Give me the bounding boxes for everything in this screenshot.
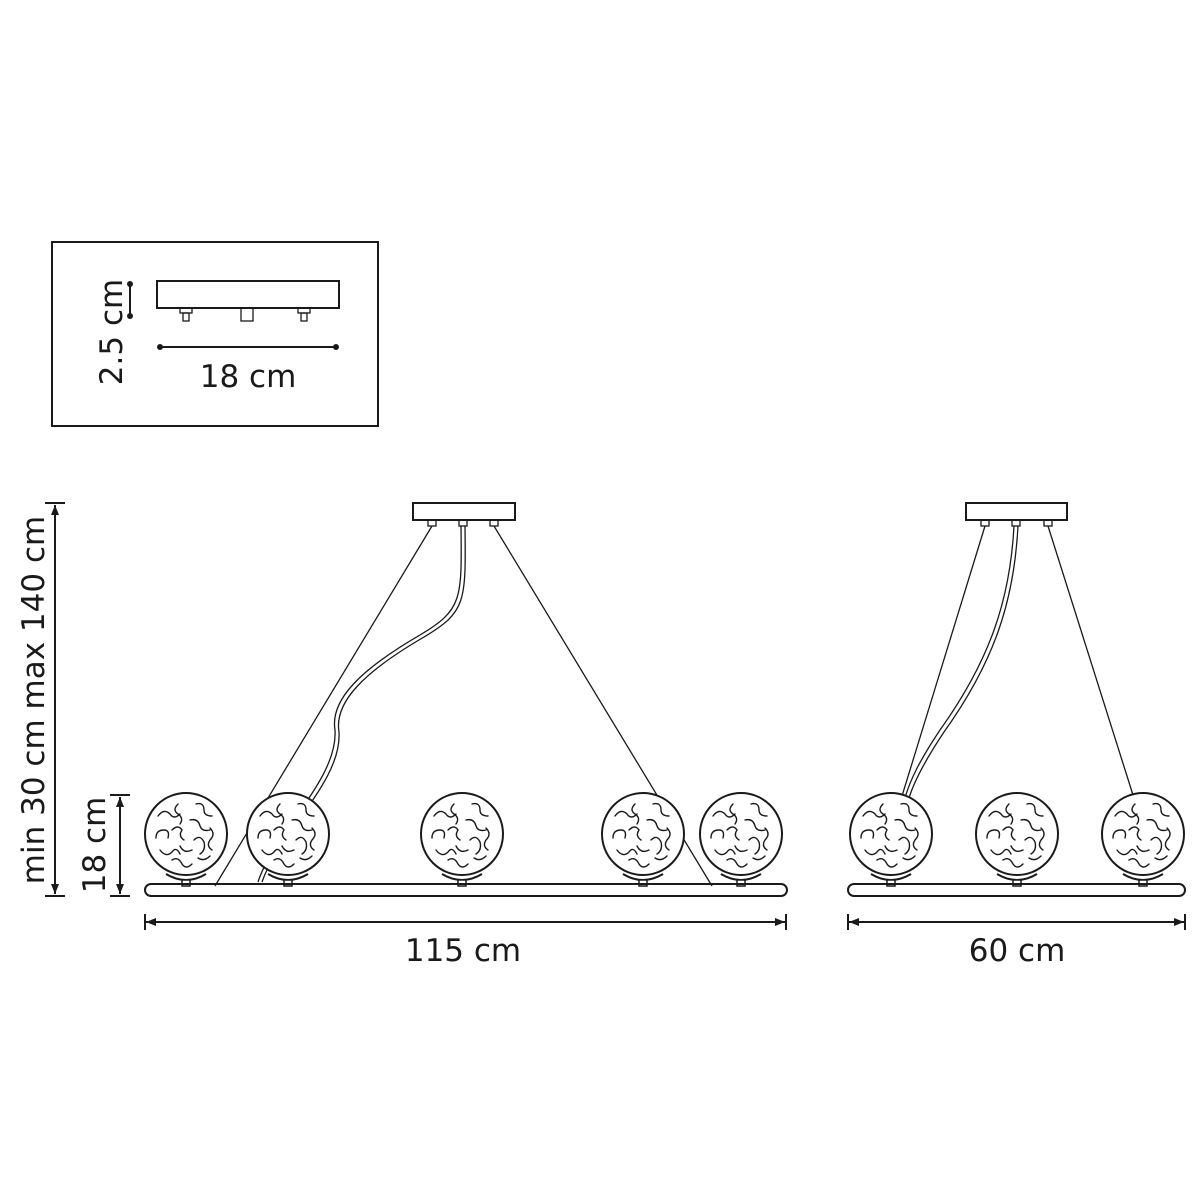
side-wire-right bbox=[1047, 525, 1134, 796]
front-view: 115 cm min 30 cm max 140 cm 18 cm bbox=[16, 502, 788, 969]
canopy-detail-inset: 18 cm 2.5 cm bbox=[51, 241, 379, 427]
inset-height-dimension bbox=[127, 281, 133, 319]
canopy-fittings bbox=[179, 307, 311, 322]
front-canopy bbox=[412, 502, 516, 521]
globe-shade bbox=[699, 792, 783, 887]
globe-shade bbox=[144, 792, 228, 887]
globe-shade bbox=[849, 792, 933, 887]
inset-width-label: 18 cm bbox=[200, 359, 297, 395]
side-view: 60 cm bbox=[847, 502, 1186, 969]
side-canopy bbox=[965, 502, 1068, 521]
side-power-cable bbox=[904, 525, 1015, 799]
inset-height-label: 2.5 cm bbox=[94, 279, 130, 385]
globe-shade bbox=[420, 792, 504, 887]
globe-shade bbox=[975, 792, 1059, 887]
front-bar bbox=[144, 883, 788, 897]
globe-height-label: 18 cm bbox=[77, 797, 113, 894]
globe-shade bbox=[601, 792, 685, 887]
globe-shade bbox=[246, 792, 330, 887]
side-bar bbox=[847, 883, 1186, 897]
canopy-plate bbox=[156, 280, 340, 309]
height-range-label: min 30 cm max 140 cm bbox=[16, 516, 52, 884]
side-wire-left bbox=[901, 525, 986, 797]
inset-width-dimension bbox=[157, 344, 339, 350]
inset-frame bbox=[51, 241, 379, 427]
front-width-label: 115 cm bbox=[405, 933, 521, 969]
globe-shade bbox=[1101, 792, 1185, 887]
side-width-label: 60 cm bbox=[969, 933, 1066, 969]
